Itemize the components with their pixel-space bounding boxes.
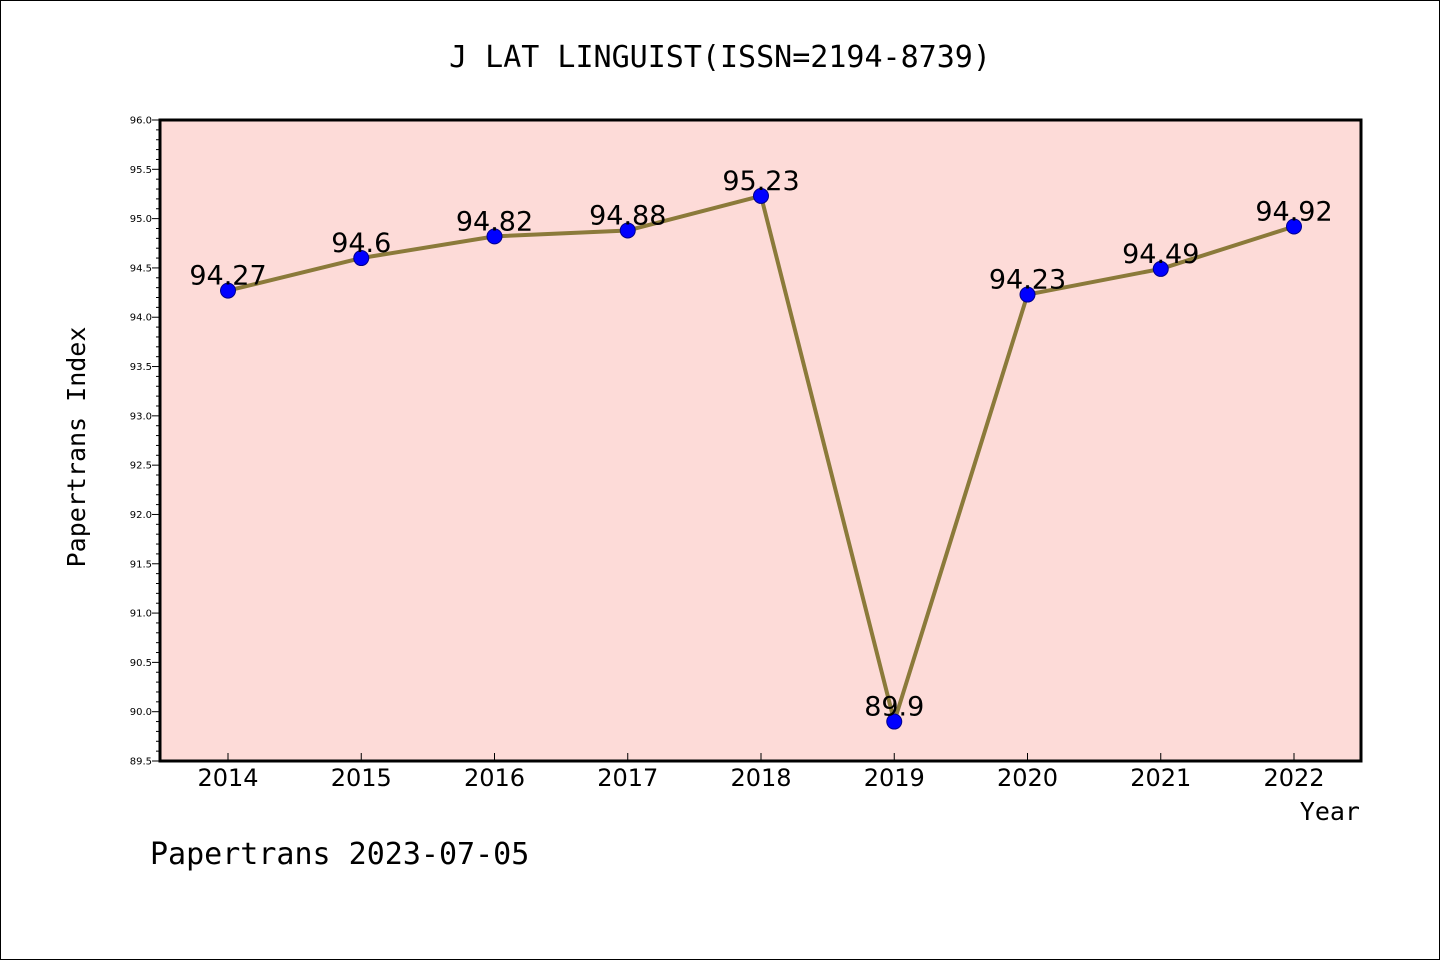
- y-tick-label: 94.5: [130, 263, 152, 274]
- data-point: [1019, 286, 1036, 303]
- y-tick-label: 91.5: [130, 559, 152, 570]
- x-axis-label: Year: [1300, 797, 1360, 826]
- data-point: [1152, 260, 1169, 277]
- y-tick-label: 93.0: [130, 411, 152, 422]
- data-point: [220, 282, 236, 299]
- y-tick-label: 89.5: [130, 757, 152, 768]
- x-tick-label: 2021: [1130, 764, 1191, 792]
- y-tick-label: 92.0: [130, 510, 152, 521]
- y-axis: 89.5 90.0 90.5 91.0 91.5 92.0 92.5 93.0 93.5 94.0…: [130, 116, 160, 768]
- x-tick-label: 2022: [1263, 764, 1324, 792]
- data-label: 95.23: [722, 166, 799, 197]
- data-label: 94.82: [456, 206, 533, 237]
- y-tick-label: 93.5: [130, 362, 152, 373]
- data-label: 94.49: [1122, 239, 1199, 270]
- data-point: [1286, 218, 1302, 235]
- data-label: 94.6: [331, 228, 391, 259]
- data-label: 89.9: [864, 692, 924, 723]
- y-tick-label: 95.0: [130, 214, 152, 225]
- footer-credit: Papertrans 2023-07-05: [150, 837, 529, 872]
- x-tick-label: 2016: [464, 764, 525, 792]
- data-label: 94.27: [189, 261, 266, 292]
- plot-area: [160, 120, 1361, 761]
- chart-title: J LAT LINGUIST(ISSN=2194-8739): [449, 40, 991, 75]
- x-tick-label: 2014: [197, 764, 258, 792]
- data-label: 94.92: [1255, 197, 1332, 228]
- y-tick-label: 95.5: [130, 165, 152, 176]
- y-tick-label: 92.5: [130, 461, 152, 472]
- data-point: [619, 222, 636, 239]
- data-point: [753, 187, 769, 204]
- y-axis-label: Papertrans Index: [62, 327, 91, 568]
- x-axis: 2014 2015 2016 2017 2018 2019 2020 2021 2022: [197, 753, 1325, 792]
- series-group: 94.27 94.6 94.82 94.88 95.23 89.9 94.23 94.49 94…: [189, 166, 1333, 730]
- data-label: 94.88: [589, 200, 666, 231]
- plot-border: [158, 118, 1363, 763]
- x-tick-label: 2019: [864, 764, 925, 792]
- x-tick-label: 2020: [997, 764, 1058, 792]
- data-label: 94.23: [989, 265, 1066, 296]
- y-tick-label: 90.5: [130, 658, 152, 669]
- y-tick-label: 94.0: [130, 313, 152, 324]
- y-tick-label: 90.0: [130, 707, 152, 718]
- data-point: [353, 250, 370, 267]
- y-tick-label: 91.0: [130, 609, 152, 620]
- y-tick-label: 96.0: [130, 116, 152, 127]
- data-point: [486, 228, 503, 245]
- data-point: [886, 713, 903, 730]
- x-tick-label: 2015: [331, 764, 392, 792]
- x-tick-label: 2018: [730, 764, 791, 792]
- x-tick-label: 2017: [597, 764, 658, 792]
